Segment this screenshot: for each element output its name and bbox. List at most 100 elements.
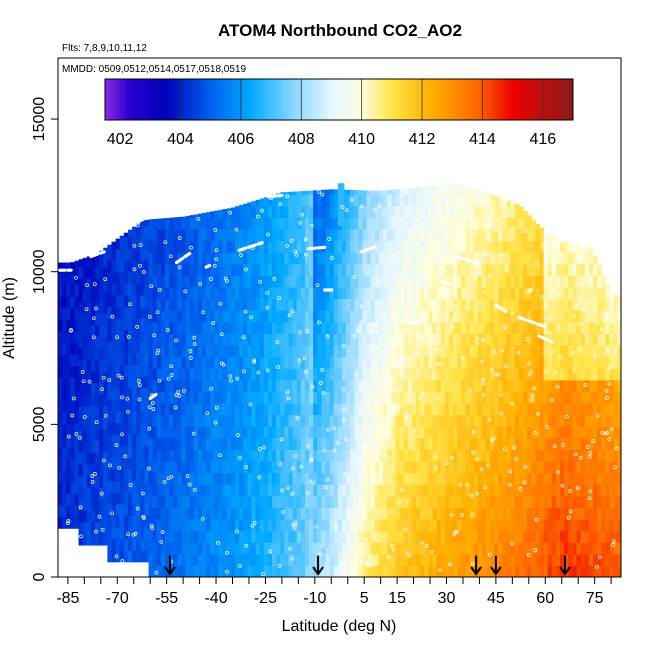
- sample-point: [514, 456, 518, 461]
- curtain-cell: [119, 468, 125, 482]
- curtain-cell: [531, 228, 536, 242]
- curtain-cell: [309, 542, 314, 555]
- curtain-cell: [486, 193, 491, 195]
- curtain-cell: [403, 240, 409, 253]
- curtain-cell: [572, 286, 578, 300]
- sample-point: [488, 273, 492, 278]
- curtain-cell: [148, 356, 154, 369]
- curtain-cell: [333, 194, 339, 207]
- curtain-cell: [165, 344, 170, 358]
- sample-point: [504, 364, 508, 369]
- curtain-cell: [457, 275, 462, 288]
- curtain-cell: [358, 472, 364, 485]
- sample-point: [503, 447, 507, 452]
- curtain-cell: [317, 414, 322, 427]
- curtain-cell: [428, 240, 434, 253]
- curtain-cell: [226, 542, 232, 555]
- curtain-cell: [160, 542, 166, 555]
- curtain-cell: [494, 228, 499, 242]
- curtain-cell: [296, 191, 302, 195]
- curtain-cell: [177, 484, 183, 497]
- curtain-cell: [593, 542, 598, 555]
- curtain-cell: [461, 553, 467, 566]
- curtain-cell: [185, 215, 191, 218]
- curtain-cell: [370, 321, 376, 334]
- colorbar-swatch: [243, 79, 247, 120]
- curtain-cell: [486, 472, 491, 485]
- curtain-cell: [193, 495, 199, 508]
- curtain-cell: [453, 310, 458, 323]
- curtain-cell: [247, 252, 253, 265]
- curtain-cell: [226, 530, 232, 543]
- curtain-cell: [514, 402, 520, 416]
- curtain-cell: [383, 252, 388, 265]
- curtain-cell: [568, 344, 574, 358]
- curtain-cell: [284, 194, 290, 207]
- curtain-cell: [152, 275, 158, 288]
- curtain-cell: [539, 344, 545, 358]
- curtain-cell: [580, 414, 586, 427]
- curtain-cell: [86, 475, 92, 488]
- curtain-cell: [523, 228, 528, 242]
- curtain-cell: [543, 553, 549, 566]
- curtain-cell: [247, 402, 253, 416]
- curtain-cell: [181, 216, 187, 218]
- curtain-cell: [197, 228, 203, 242]
- curtain-cell: [379, 252, 384, 265]
- curtain-cell: [605, 356, 611, 369]
- curtain-cell: [160, 426, 166, 439]
- curtain-cell: [263, 414, 269, 427]
- curtain-cell: [420, 414, 425, 427]
- sample-point: [265, 305, 270, 310]
- curtain-cell: [185, 252, 191, 265]
- curtain-cell: [341, 484, 347, 497]
- curtain-cell: [535, 530, 541, 543]
- curtain-cell: [177, 542, 183, 555]
- curtain-cell: [276, 460, 281, 474]
- sample-point: [605, 396, 609, 400]
- curtain-cell: [210, 228, 215, 242]
- curtain-cell: [469, 565, 475, 577]
- curtain-cell: [473, 368, 479, 381]
- curtain-cell: [177, 414, 183, 427]
- colorbar-swatch: [300, 79, 304, 120]
- curtain-cell: [115, 376, 121, 389]
- flight-track-segment: [438, 279, 452, 286]
- curtain-cell: [90, 417, 96, 430]
- colorbar-swatch: [414, 79, 418, 120]
- curtain-cell: [531, 530, 536, 543]
- curtain-cell: [531, 219, 536, 230]
- arrow-head: [470, 566, 482, 576]
- curtain-cell: [461, 530, 467, 543]
- curtain-cell: [465, 194, 471, 207]
- curtain-cell: [239, 275, 244, 288]
- curtain-cell: [601, 530, 606, 543]
- curtain-cell: [395, 484, 401, 497]
- curtain-cell: [568, 437, 574, 450]
- curtain-cell: [119, 271, 125, 284]
- curtain-cell: [572, 414, 578, 427]
- curtain-cell: [300, 414, 306, 427]
- curtain-cell: [391, 437, 397, 450]
- curtain-cell: [337, 240, 343, 253]
- sample-point: [424, 543, 429, 548]
- curtain-cell: [321, 275, 327, 288]
- curtain-cell: [461, 507, 467, 520]
- curtain-cell: [531, 472, 536, 485]
- curtain-cell: [379, 194, 384, 207]
- curtain-cell: [362, 495, 368, 508]
- sample-point: [573, 452, 578, 457]
- curtain-cell: [440, 553, 446, 566]
- curtain-cell: [263, 275, 269, 288]
- curtain-cell: [337, 368, 343, 381]
- curtain-cell: [177, 553, 183, 566]
- curtain-cell: [329, 356, 335, 369]
- curtain-cell: [321, 530, 327, 543]
- curtain-cell: [428, 542, 434, 555]
- curtain-cell: [337, 530, 343, 543]
- sample-point: [511, 225, 516, 230]
- curtain-cell: [333, 484, 339, 497]
- curtain-cell: [74, 458, 80, 471]
- curtain-cell: [292, 228, 298, 242]
- curtain-cell: [169, 228, 174, 242]
